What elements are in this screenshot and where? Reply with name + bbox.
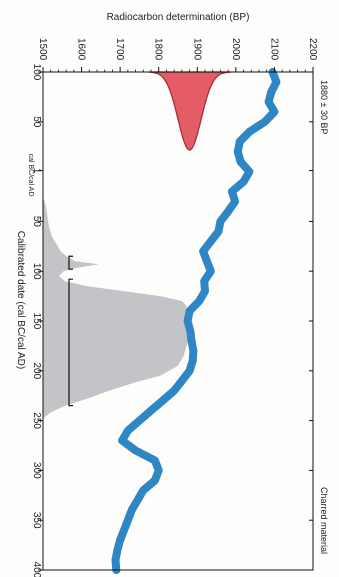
y-tick-label-7: 250 [31, 412, 42, 429]
y-tick-label-5: 150 [31, 313, 42, 330]
x-tick-label-1800: 1800 [153, 38, 164, 61]
x-tick-label-1900: 1900 [191, 38, 202, 61]
x-tick-label-1600: 1600 [76, 38, 87, 61]
era-sub-label: cal BC/cal AD [27, 154, 34, 197]
y-tick-label-6: 200 [31, 362, 42, 379]
axes: 1500 1600 1700 1800 1900 2000 2100 220010050150… [31, 38, 318, 577]
y-tick-label-3: 50 [31, 216, 42, 228]
y-tick-label-9: 350 [31, 512, 42, 529]
y-tick-label-0: 100 [31, 64, 42, 81]
y-tick-label-10: 400 [31, 562, 42, 577]
range-bracket-2 [68, 278, 73, 407]
x-tick-label-1700: 1700 [114, 38, 125, 61]
calibration-curve [111, 68, 281, 574]
x-tick-label-2200: 2200 [307, 38, 318, 61]
x-tick-label-1500: 1500 [37, 38, 48, 61]
y-tick-label-8: 300 [31, 462, 42, 479]
y-tick-label-2: 1 [31, 168, 42, 174]
x-tick-label-2000: 2000 [230, 38, 241, 61]
material-label: Charred material [319, 487, 329, 554]
radiocarbon-distribution [148, 71, 231, 151]
x-tick-label-2100: 2100 [268, 38, 279, 61]
y-tick-label-1: 50 [31, 116, 42, 128]
plot-area [43, 68, 281, 574]
sample-label: 1880 ± 30 BP [319, 80, 329, 134]
y-axis-title: Calibrated date (cal BC/cal AD) [15, 231, 26, 369]
range-bracket-1 [68, 255, 73, 270]
x-axis-title: Radiocarbon determination (BP) [107, 12, 250, 23]
y-tick-label-4: 100 [31, 263, 42, 280]
calibrated-distribution [43, 196, 190, 419]
